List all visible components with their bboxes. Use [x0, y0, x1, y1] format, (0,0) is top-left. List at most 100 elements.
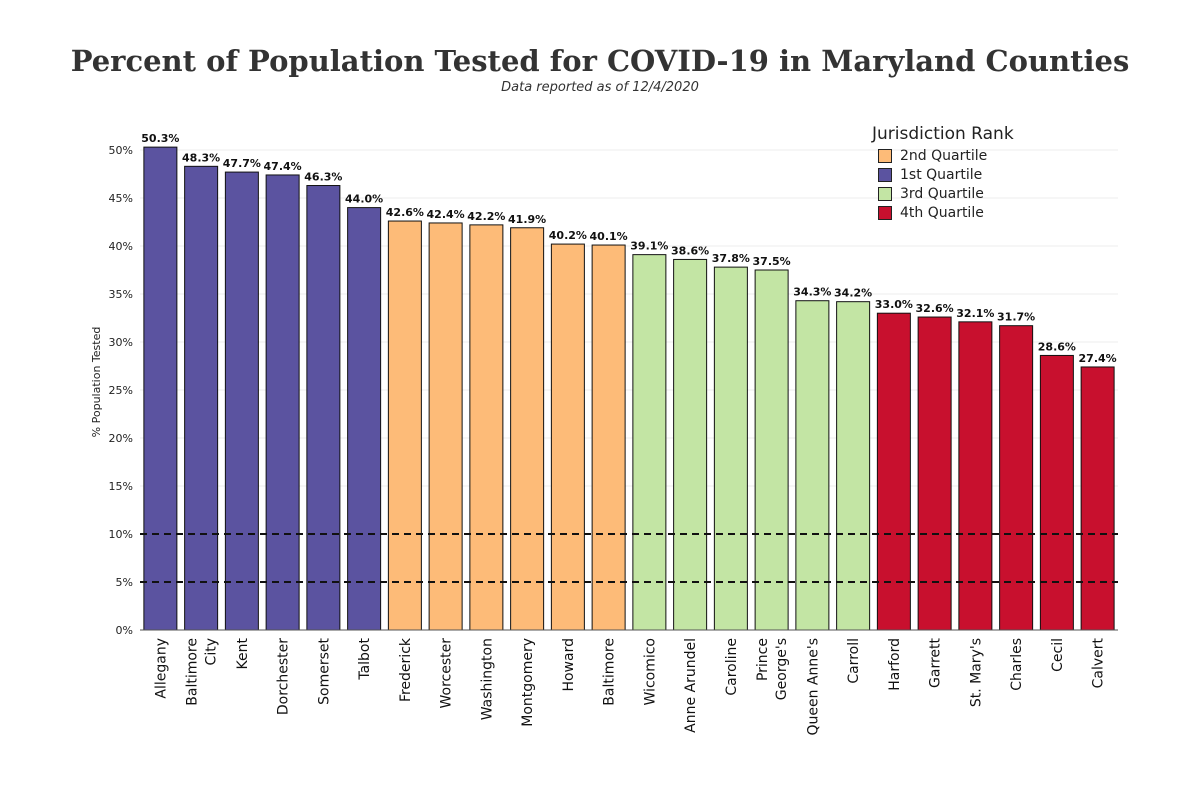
- bar-allegany: [143, 146, 178, 631]
- value-label: 42.2%: [467, 210, 505, 223]
- value-label: 34.2%: [834, 287, 872, 300]
- x-tick-label: City: [204, 638, 220, 665]
- x-tick-label: George's: [774, 638, 790, 700]
- value-label: 40.2%: [549, 229, 587, 242]
- value-label: 46.3%: [304, 171, 342, 184]
- x-tick-label: Frederick: [398, 637, 414, 702]
- bar-garrett: [917, 316, 952, 631]
- x-tick-labels: Allegany Baltimore City Kent Dorchester Somer…: [153, 637, 1106, 735]
- x-tick-label: Allegany: [153, 638, 169, 699]
- y-tick-label: 20%: [109, 432, 133, 445]
- value-label: 33.0%: [875, 298, 913, 311]
- y-tick-label: 5%: [116, 576, 133, 589]
- y-tick-label: 45%: [109, 192, 133, 205]
- value-label: 28.6%: [1038, 340, 1076, 353]
- legend-label: 4th Quartile: [900, 204, 984, 221]
- value-labels: 50.3%48.3% 47.7% 47.4%46.3%44.0%42.6% 42.4%…: [141, 132, 1116, 365]
- x-tick-label: Somerset: [316, 637, 332, 704]
- y-axis-label: % Population Tested: [90, 327, 103, 438]
- bar-dorchester: [265, 174, 300, 631]
- bar-cecil: [1039, 354, 1074, 631]
- legend-item: 3rd Quartile: [872, 184, 1014, 203]
- y-tick-label: 15%: [109, 480, 133, 493]
- bar-washington: [469, 224, 504, 631]
- x-tick-label: Baltimore: [602, 638, 618, 706]
- y-tick-label: 35%: [109, 288, 133, 301]
- legend-item: 2nd Quartile: [872, 146, 1014, 165]
- legend-label: 2nd Quartile: [900, 147, 988, 164]
- value-label: 41.9%: [508, 213, 546, 226]
- x-tick-label: St. Mary's: [968, 638, 984, 707]
- bar-kent: [224, 171, 259, 631]
- bar-prince-george-s: [754, 269, 789, 631]
- legend-label: 1st Quartile: [900, 166, 983, 183]
- bar-st-mary-s: [958, 321, 993, 631]
- y-tick-label: 10%: [109, 528, 133, 541]
- value-label: 37.5%: [753, 255, 791, 268]
- legend-swatch: [878, 186, 892, 201]
- bar-baltimore-city: [184, 165, 219, 631]
- bar-anne-arundel: [673, 258, 708, 631]
- x-tick-label: Montgomery: [520, 638, 536, 727]
- x-tick-label: Talbot: [357, 638, 373, 681]
- y-tick-label: 40%: [109, 240, 133, 253]
- legend-swatch: [878, 205, 892, 220]
- reference-lines: [140, 533, 1118, 583]
- x-tick-label: Kent: [235, 637, 251, 669]
- bar-calvert: [1080, 366, 1115, 631]
- chart-subtitle: Data reported as of 12/4/2020: [501, 80, 699, 95]
- y-tick-label: 50%: [109, 144, 133, 157]
- x-tick-label: Queen Anne's: [805, 638, 821, 736]
- bar-wicomico: [632, 254, 667, 631]
- x-tick-label: Worcester: [439, 638, 455, 709]
- x-tick-label: Charles: [1009, 638, 1025, 691]
- bars: [143, 146, 1115, 631]
- value-label: 31.7%: [997, 311, 1035, 324]
- bar-charles: [999, 325, 1034, 631]
- bar-talbot: [347, 207, 382, 631]
- bar-queen-anne-s: [795, 300, 830, 631]
- legend-title: Jurisdiction Rank: [872, 124, 1014, 144]
- y-tick-labels: 0% 5% 10% 15% 20% 25% 30% 35% 40% 45% 50%: [109, 144, 133, 637]
- bar-montgomery: [510, 227, 545, 631]
- x-tick-label: Harford: [887, 638, 903, 691]
- value-label: 38.6%: [671, 244, 709, 257]
- x-tick-label: Cecil: [1050, 638, 1066, 672]
- bar-harford: [876, 312, 911, 631]
- value-label: 47.4%: [264, 160, 302, 173]
- value-label: 37.8%: [712, 252, 750, 265]
- value-label: 32.1%: [956, 307, 994, 320]
- x-tick-label: Garrett: [928, 637, 944, 687]
- bar-howard: [550, 243, 585, 631]
- y-tick-label: 0%: [116, 624, 133, 637]
- gridlines: [140, 149, 1118, 487]
- x-tick-label: Wicomico: [642, 638, 658, 705]
- legend: Jurisdiction Rank 2nd Quartile 1st Quarti…: [872, 124, 1014, 222]
- value-label: 40.1%: [590, 230, 628, 243]
- legend-item: 1st Quartile: [872, 165, 1014, 184]
- bar-baltimore: [591, 244, 626, 631]
- chart-title: Percent of Population Tested for COVID-1…: [70, 44, 1130, 78]
- bar-somerset: [306, 185, 341, 631]
- y-tick-label: 30%: [109, 336, 133, 349]
- value-label: 27.4%: [1079, 352, 1117, 365]
- value-label: 44.0%: [345, 193, 383, 206]
- bar-frederick: [387, 220, 422, 631]
- value-label: 42.4%: [427, 208, 465, 221]
- x-tick-label: Baltimore: [185, 638, 201, 706]
- legend-item: 4th Quartile: [872, 203, 1014, 222]
- value-label: 39.1%: [630, 240, 668, 253]
- value-label: 48.3%: [182, 151, 220, 164]
- legend-swatch: [878, 148, 892, 163]
- x-tick-label: Anne Arundel: [683, 638, 699, 733]
- bar-worcester: [428, 222, 463, 631]
- x-tick-label: Washington: [479, 638, 495, 720]
- value-label: 32.6%: [916, 302, 954, 315]
- x-tick-label: Calvert: [1091, 637, 1107, 688]
- x-tick-label: Carroll: [846, 638, 862, 684]
- x-tick-label: Prince: [755, 638, 771, 681]
- x-tick-label: Caroline: [724, 638, 740, 696]
- x-tick-label: Howard: [561, 638, 577, 692]
- legend-label: 3rd Quartile: [900, 185, 984, 202]
